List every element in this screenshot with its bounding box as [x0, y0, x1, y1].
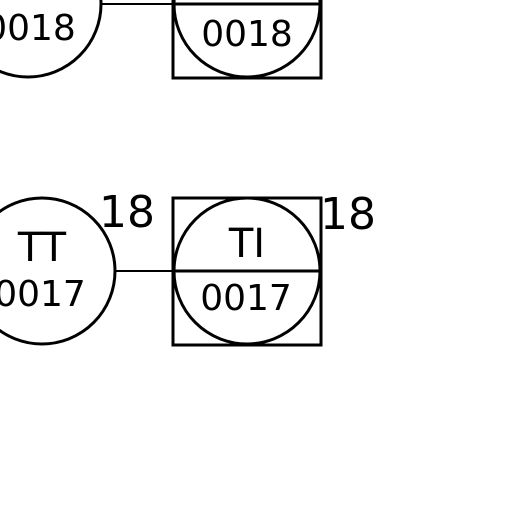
- panel-instrument-number: 0017: [200, 278, 292, 319]
- instrument-loop-0018: 0018 0018: [0, 0, 323, 80]
- instrument-loop-0017: TT 0017 18 TI 0017 18: [0, 187, 376, 347]
- panel-instrument-tag: TI: [228, 221, 265, 267]
- field-instrument-number: 0017: [0, 274, 86, 315]
- panel-box-label: 18: [320, 189, 376, 240]
- field-bubble-label: 18: [99, 187, 155, 238]
- field-instrument-number: 0018: [0, 8, 76, 49]
- field-instrument-bubble: [0, 196, 117, 346]
- field-instrument-tag: TT: [17, 225, 67, 271]
- panel-instrument-number: 0018: [201, 14, 293, 55]
